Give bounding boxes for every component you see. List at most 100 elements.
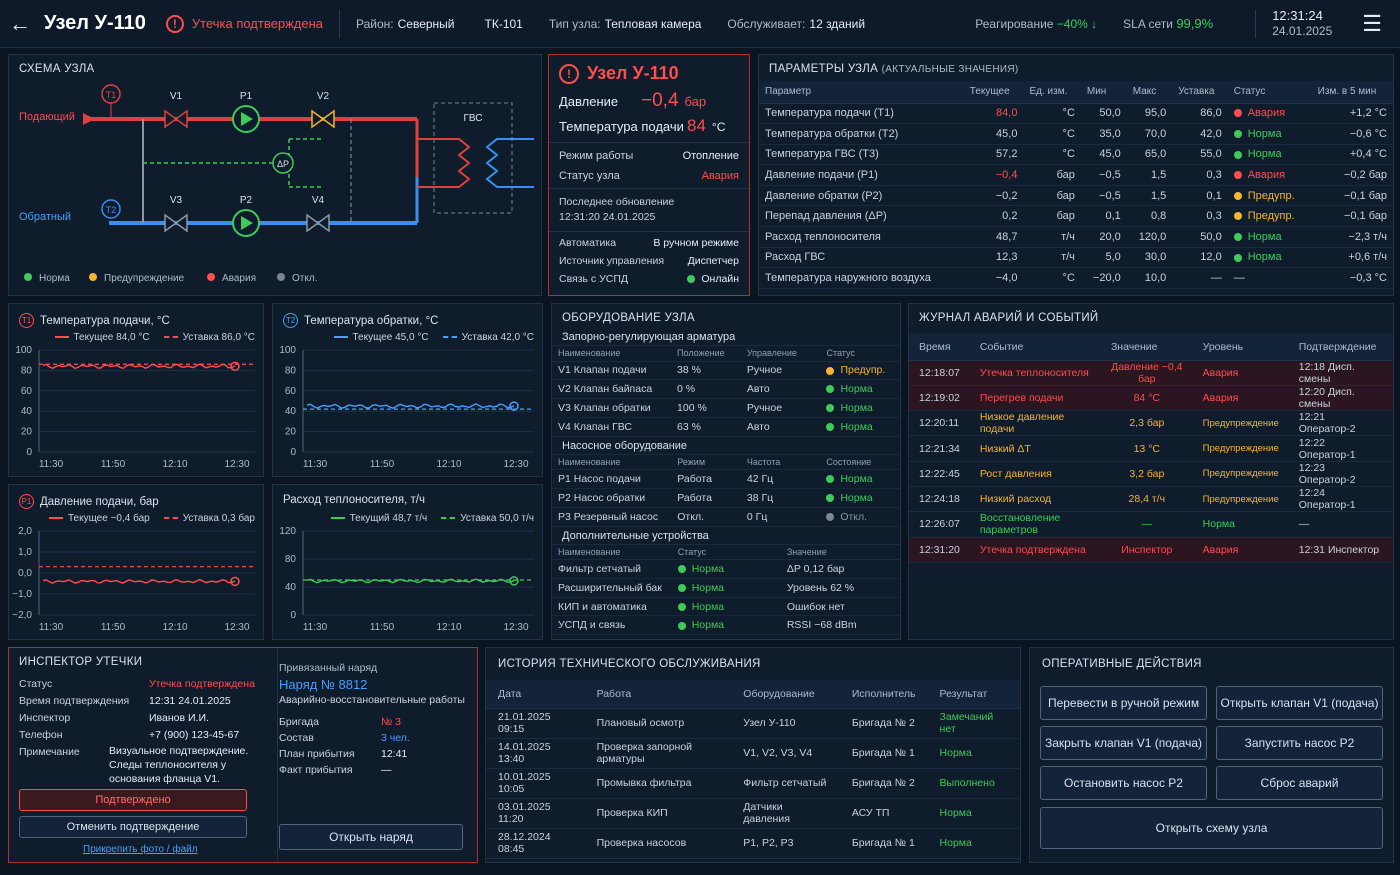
open-order-button[interactable]: Открыть наряд [279, 824, 463, 850]
menu-icon[interactable]: ☰ [1362, 10, 1382, 36]
status-dot-icon [1233, 171, 1242, 180]
close-v1-button[interactable]: Закрыть клапан V1 (подача) [1040, 726, 1207, 760]
params-row[interactable]: Температура ГВС (T3) 57,2 °C 45,0 65,0 55,0 Но… [759, 144, 1393, 166]
chart-plot-flow: 0 40 80 120 11:30 11:50 12:10 12:30 [279, 526, 534, 633]
journal-cell: Предупреждение [1192, 486, 1289, 513]
equipment-cell: 42 Гц [740, 469, 821, 489]
journal-cell: — [1288, 511, 1393, 538]
cancel-confirmation-button[interactable]: Отменить подтверждение [19, 816, 247, 838]
svg-text:P1: P1 [240, 91, 253, 102]
journal-row[interactable]: 12:21:34 Низкий ΔT 13 °C Предупреждение 12:2… [909, 435, 1393, 462]
status-dot-icon [1233, 109, 1242, 118]
history-row[interactable]: 21.01.2025 09:15 Плановый осмотр Узел У-11… [486, 708, 1020, 739]
top-header: ← Узел У-110 ! Утечка подтверждена Район:… [0, 0, 1400, 48]
t2-sensor-icon[interactable] [101, 199, 121, 219]
equipment-cell: RSSI −68 dBm [780, 615, 900, 636]
status-dot-icon [1233, 129, 1242, 138]
journal-row[interactable]: 12:18:07 Утечка теплоносителя Давление −0,… [909, 360, 1393, 386]
params-cell: −0,5 [1080, 185, 1127, 207]
params-cell: бар [1023, 185, 1081, 207]
params-cell: Температура ГВС (T3) [759, 144, 964, 166]
status-dot-icon [1233, 232, 1242, 241]
equipment-row[interactable]: V3 Клапан обратки 100 % Ручное Норма [552, 398, 900, 418]
history-row[interactable]: 14.01.2025 13:40 Проверка запорной армату… [486, 738, 1020, 769]
history-cell: 10.01.2025 10:05 [486, 768, 585, 799]
alarm-icon: ! [165, 14, 184, 33]
equipment-col-header: Режим [671, 454, 741, 471]
equipment-row[interactable]: Расширительный бак Норма Уровень 62 % [552, 578, 900, 598]
history-row[interactable]: 10.01.2025 10:05 Промывка фильтра Фильтр с… [486, 768, 1020, 799]
journal-cell: 12:18 Дисп. смены [1288, 360, 1393, 386]
journal-cell: Предупреждение [1192, 435, 1289, 462]
v2-valve-icon[interactable] [311, 109, 335, 129]
equipment-row[interactable]: Фильтр сетчатый Норма ΔP 0,12 бар [552, 559, 900, 579]
journal-row[interactable]: 12:19:02 Перегрев подачи 84 °C Авария 12:20 … [909, 385, 1393, 412]
journal-row[interactable]: 12:22:45 Рост давления 3,2 бар Предупрежден… [909, 461, 1393, 487]
y-tick-label: 2,0 [18, 526, 32, 537]
v1-valve-icon[interactable] [164, 109, 188, 129]
start-p2-button[interactable]: Запустить насос P2 [1216, 726, 1383, 760]
pressure-readout: Давление −0,4 бар [559, 90, 707, 111]
params-row[interactable]: Давление обратки (P2) −0,2 бар −0,5 1,5 0,1 Пр… [759, 185, 1393, 207]
stop-p2-button[interactable]: Остановить насос P2 [1040, 766, 1207, 800]
journal-cell: Низкий ΔT [969, 435, 1101, 462]
params-col-header: Параметр [759, 81, 964, 104]
open-schema-button[interactable]: Открыть схему узла [1040, 807, 1383, 849]
open-v1-button[interactable]: Открыть клапан V1 (подача) [1216, 686, 1383, 720]
y-tick-label: 40 [21, 406, 33, 417]
params-cell: Норма [1227, 226, 1312, 248]
equipment-row[interactable]: V1 Клапан подачи 38 % Ручное Предупр. [552, 361, 900, 381]
equipment-row[interactable]: КИП и автоматика Норма Ошибок нет [552, 597, 900, 617]
arrow-left-icon[interactable]: ← [9, 10, 31, 36]
journal-cell: 12:19:02 [909, 385, 970, 412]
status-dot-icon [826, 404, 835, 413]
status-dot-icon [826, 366, 835, 375]
attach-file-link[interactable]: Прикрепить фото / файл [83, 844, 198, 855]
journal-cell: 12:31 Инспектор [1288, 537, 1393, 563]
sensor-icon: T1 [19, 313, 34, 328]
equipment-cell: Фильтр сетчатый [552, 559, 672, 579]
y-tick-label: 0 [290, 447, 296, 458]
y-tick-label: 1,0 [18, 547, 32, 558]
equipment-row[interactable]: P1 Насос подачи Работа 42 Гц Норма [552, 469, 900, 489]
params-row[interactable]: Температура подачи (T1) 84,0 °C 50,0 95,0 86,… [759, 103, 1393, 125]
params-row[interactable]: Давление подачи (P1) −0,4 бар −0,5 1,5 0,3 Ава… [759, 164, 1393, 186]
history-row[interactable]: 03.01.2025 11:20 Проверка КИП Датчики давл… [486, 798, 1020, 829]
dp-sensor-icon[interactable] [272, 152, 294, 174]
legend-setpoint: Уставка 50,0 т/ч [460, 513, 534, 524]
journal-row[interactable]: 12:20:11 Низкое давление подачи 2,3 бар Пре… [909, 410, 1393, 437]
chart-flow: 0 40 80 120 11:30 11:50 12:10 12:30 Расход тепло… [272, 484, 543, 640]
params-row[interactable]: Расход теплоносителя 48,7 т/ч 20,0 120,0 50,0… [759, 226, 1393, 248]
equipment-row[interactable]: УСПД и связь Норма RSSI −68 dBm [552, 615, 900, 636]
history-row[interactable]: 28.12.2024 08:45 Проверка насосов P1, P2, … [486, 828, 1020, 859]
params-row[interactable]: Температура обратки (T2) 45,0 °C 35,0 70,0 42… [759, 123, 1393, 145]
journal-row[interactable]: 12:26:07 Восстановление параметров — Норма — [909, 511, 1393, 538]
equipment-cell: Откл. [671, 507, 741, 527]
params-cell: 35,0 [1080, 123, 1127, 145]
journal-cell: Инспектор [1100, 537, 1193, 563]
params-cell: +0,4 °C [1311, 144, 1393, 166]
manual-mode-button[interactable]: Перевести в ручной режим [1040, 686, 1207, 720]
equipment-row[interactable]: V4 Клапан ГВС 63 % Авто Норма [552, 417, 900, 437]
equipment-row[interactable]: P3 Резервный насос Откл. 0 Гц Откл. [552, 507, 900, 527]
params-cell: — [1227, 267, 1312, 289]
params-row[interactable]: Перепад давления (ΔP) 0,2 бар 0,1 0,8 0,3 Пред… [759, 205, 1393, 228]
params-row[interactable]: Температура наружного воздуха −4,0 °C −20,0… [759, 267, 1393, 289]
v4-valve-icon[interactable] [306, 213, 330, 233]
x-tick-label: 12:30 [224, 622, 249, 633]
params-row[interactable]: Расход ГВС 12,3 т/ч 5,0 30,0 12,0 Норма +0,6 т/… [759, 247, 1393, 269]
equipment-row[interactable]: V2 Клапан байпаса 0 % Авто Норма [552, 379, 900, 400]
journal-row[interactable]: 12:24:18 Низкий расход 28,4 т/ч Предупрежде… [909, 486, 1393, 513]
reset-alarms-button[interactable]: Сброс аварий [1216, 766, 1383, 800]
schema-panel: СХЕМА УЗЛА T1 V1 P1 V2 ΔP T2 [8, 54, 542, 296]
params-table: Параметр Текущее Ед. изм. Мин Макс Уставка Ста… [759, 81, 1393, 289]
v3-valve-icon[interactable] [164, 213, 188, 233]
equipment-row[interactable]: P2 Насос обратки Работа 38 Гц Норма [552, 488, 900, 508]
confirmed-button[interactable]: Подтверждено [19, 789, 247, 811]
gvs-exchanger[interactable] [433, 102, 513, 214]
params-cell: 0,2 [963, 205, 1024, 228]
history-title: ИСТОРИЯ ТЕХНИЧЕСКОГО ОБСЛУЖИВАНИЯ [498, 658, 761, 670]
journal-row[interactable]: 12:31:20 Утечка подтверждена Инспектор Авар… [909, 537, 1393, 563]
work-order-link[interactable]: Наряд № 8812 [279, 677, 368, 692]
legend-setpoint: Уставка 86,0 °C [182, 332, 255, 343]
